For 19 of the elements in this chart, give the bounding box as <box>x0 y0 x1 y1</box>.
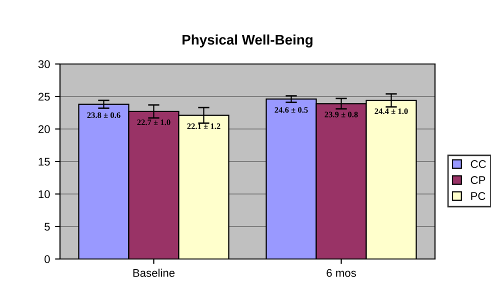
y-tick-label: 30 <box>38 60 50 68</box>
y-tick-label: 5 <box>44 222 50 231</box>
y-tick-label: 20 <box>38 125 50 134</box>
x-tick-label: 6 mos <box>326 269 356 277</box>
x-tick-label: Baseline <box>133 268 175 277</box>
y-tick-label: 25 <box>38 92 50 101</box>
legend-label: PC <box>471 192 486 200</box>
data-label: 24.6 ± 0.5 <box>274 107 308 113</box>
y-tick-label: 15 <box>38 158 50 166</box>
data-label: 22.7 ± 1.0 <box>137 119 170 126</box>
y-tick-label: 10 <box>38 190 50 198</box>
y-tick-label: 0 <box>44 255 50 264</box>
data-label: 23.8 ± 0.6 <box>87 112 120 118</box>
chart-title: Physical Well-Being <box>182 34 312 48</box>
data-label: 22.1 ± 1.2 <box>187 123 220 130</box>
legend-label: CC <box>470 160 486 168</box>
data-label: 23.9 ± 0.8 <box>324 112 358 118</box>
data-label: 24.4 ± 1.0 <box>374 108 408 114</box>
legend-label: CP <box>470 176 486 184</box>
